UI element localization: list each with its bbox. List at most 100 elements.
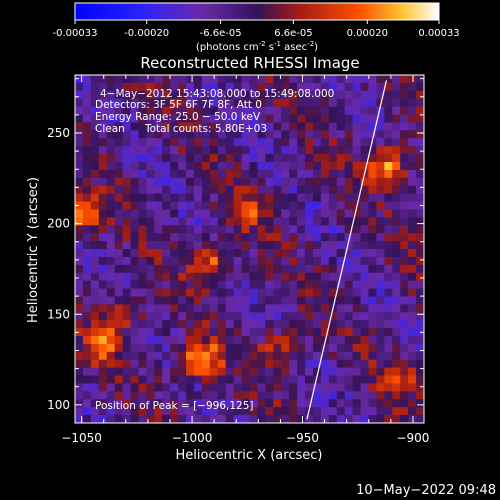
- heatmap-cell: [154, 391, 163, 400]
- heatmap-cell: [305, 146, 314, 155]
- heatmap-cell: [82, 264, 92, 274]
- heatmap-cell: [289, 256, 298, 266]
- heatmap-cell: [98, 162, 108, 171]
- heatmap-cell: [217, 209, 227, 218]
- heatmap-cell: [82, 328, 92, 337]
- heatmap-cell: [241, 138, 251, 147]
- heatmap-cell: [408, 75, 417, 84]
- heatmap-cell: [249, 154, 259, 163]
- heatmap-cell: [328, 264, 338, 274]
- heatmap-cell: [130, 82, 140, 92]
- heatmap-cell: [320, 233, 330, 242]
- heatmap-cell: [289, 296, 298, 305]
- heatmap-cell: [384, 351, 393, 361]
- heatmap-cell: [352, 304, 362, 313]
- heatmap-cell: [344, 249, 354, 258]
- heatmap-cell: [193, 415, 203, 423]
- heatmap-cell: [368, 98, 378, 108]
- heatmap-cell: [320, 351, 330, 361]
- heatmap-cell: [82, 383, 92, 392]
- heatmap-cell: [193, 320, 203, 329]
- heatmap-cell: [233, 304, 243, 313]
- heatmap-cell: [90, 209, 100, 218]
- heatmap-cell: [336, 391, 346, 400]
- heatmap-cell: [146, 415, 155, 423]
- heatmap-cell: [170, 367, 179, 377]
- heatmap-cell: [352, 367, 362, 377]
- heatmap-cell: [249, 106, 259, 116]
- heatmap-cell: [90, 296, 100, 305]
- heatmap-cell: [281, 75, 290, 84]
- heatmap-cell: [217, 415, 227, 423]
- heatmap-cell: [178, 233, 187, 242]
- heatmap-cell: [193, 391, 203, 400]
- heatmap-cell: [170, 249, 179, 258]
- heatmap-cell: [384, 233, 393, 242]
- heatmap-cell: [122, 391, 132, 400]
- heatmap-cell: [114, 343, 124, 353]
- heatmap-cell: [233, 367, 243, 377]
- heatmap-cell: [289, 185, 298, 195]
- heatmap-cell: [154, 399, 163, 408]
- heatmap-cell: [289, 359, 298, 369]
- heatmap-cell: [209, 217, 219, 226]
- heatmap-cell: [233, 193, 243, 203]
- heatmap-cell: [344, 280, 354, 290]
- heatmap-cell: [138, 343, 147, 353]
- heatmap-cell: [98, 336, 108, 345]
- heatmap-cell: [281, 367, 290, 377]
- heatmap-cell: [408, 343, 417, 353]
- heatmap-cell: [328, 209, 338, 218]
- heatmap-cell: [265, 256, 274, 266]
- heatmap-cell: [75, 415, 84, 423]
- heatmap-cell: [376, 336, 385, 345]
- heatmap-cell: [209, 122, 219, 131]
- heatmap-cell: [186, 383, 195, 392]
- heatmap-cell: [273, 336, 282, 345]
- heatmap-cell: [193, 343, 203, 353]
- heatmap-cell: [162, 288, 171, 298]
- heatmap-cell: [225, 177, 235, 187]
- heatmap-cell: [297, 90, 306, 100]
- heatmap-cell: [297, 233, 306, 242]
- heatmap-cell: [249, 138, 259, 147]
- heatmap-cell: [170, 351, 179, 361]
- heatmap-cell: [122, 162, 132, 171]
- heatmap-cell: [289, 98, 298, 108]
- heatmap-cell: [162, 162, 171, 171]
- heatmap-cell: [82, 217, 92, 226]
- heatmap-cell: [217, 185, 227, 195]
- heatmap-cell: [400, 146, 409, 155]
- heatmap-cell: [312, 162, 322, 171]
- heatmap-cell: [178, 359, 187, 369]
- heatmap-cell: [114, 375, 124, 385]
- heatmap-cell: [416, 383, 424, 392]
- heatmap-cell: [233, 343, 243, 353]
- heatmap-cell: [98, 114, 108, 124]
- heatmap-cell: [233, 280, 243, 290]
- heatmap-cell: [273, 407, 282, 416]
- heatmap-cell: [241, 320, 251, 329]
- heatmap-cell: [257, 328, 266, 337]
- heatmap-cell: [138, 351, 147, 361]
- heatmap-cell: [312, 359, 322, 369]
- heatmap-cell: [106, 114, 116, 124]
- heatmap-cell: [416, 90, 424, 100]
- heatmap-cell: [305, 399, 314, 408]
- heatmap-cell: [114, 217, 124, 226]
- heatmap-cell: [146, 391, 155, 400]
- heatmap-cell: [178, 336, 187, 345]
- heatmap-cell: [122, 98, 132, 108]
- heatmap-cell: [320, 383, 330, 392]
- heatmap-cell: [106, 320, 116, 329]
- heatmap-cell: [138, 138, 147, 147]
- heatmap-cell: [201, 367, 211, 377]
- heatmap-cell: [98, 201, 108, 211]
- heatmap-cell: [122, 201, 132, 211]
- heatmap-cell: [82, 312, 92, 321]
- heatmap-cell: [193, 201, 203, 211]
- heatmap-cell: [98, 154, 108, 163]
- heatmap-cell: [170, 75, 179, 84]
- heatmap-cell: [162, 90, 171, 100]
